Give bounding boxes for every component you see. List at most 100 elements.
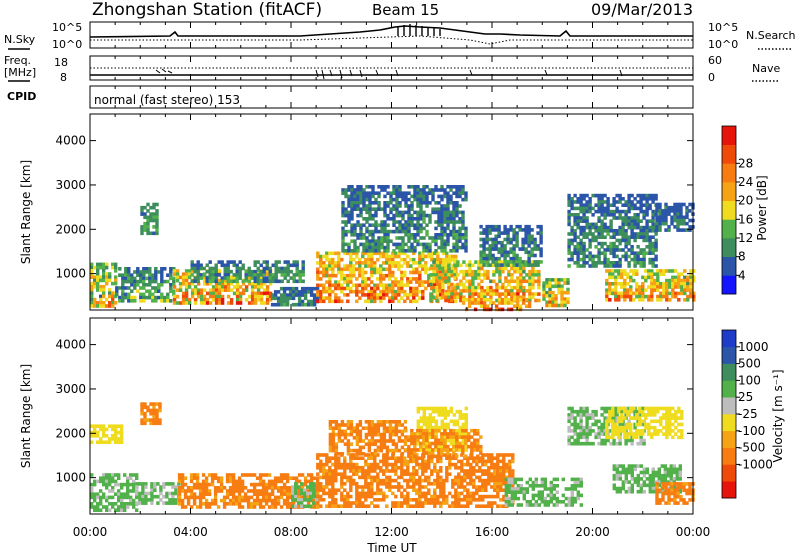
power-data-cell (477, 273, 481, 277)
power-data-cell (352, 264, 356, 268)
power-data-cell (350, 223, 354, 227)
velocity-data-cell (316, 491, 320, 496)
power-data-cell (494, 224, 498, 229)
power-data-cell (380, 185, 384, 189)
power-data-cell (370, 286, 374, 291)
power-data-cell (268, 291, 273, 296)
power-data-cell (623, 269, 627, 273)
velocity-data-cell (469, 469, 473, 473)
velocity-data-cell (123, 473, 127, 477)
velocity-data-cell (370, 494, 374, 499)
velocity-data-cell (346, 420, 351, 424)
power-data-cell (169, 289, 173, 293)
power-data-cell (464, 229, 468, 234)
velocity-data-cell (105, 440, 109, 444)
power-data-cell (349, 264, 353, 268)
power-data-cell (220, 263, 224, 268)
power-data-cell (429, 298, 433, 303)
power-data-cell (673, 225, 677, 229)
power-data-cell (353, 223, 357, 227)
velocity-data-cell (436, 472, 440, 476)
power-data-cell (632, 269, 636, 273)
power-data-cell (412, 257, 416, 262)
power-data-cell (658, 215, 662, 220)
power-data-cell (136, 267, 140, 271)
velocity-data-cell (439, 466, 443, 470)
power-data-cell (301, 273, 305, 277)
velocity-data-cell (412, 475, 416, 480)
velocity-data-cell (334, 469, 338, 473)
power-data-cell (461, 242, 465, 247)
power-data-cell (298, 276, 302, 280)
velocity-data-cell (469, 482, 473, 486)
power-data-cell (531, 285, 535, 290)
velocity-data-cell (361, 426, 366, 430)
power-data-cell (639, 206, 643, 211)
power-data-cell (374, 229, 378, 234)
power-data-cell (99, 301, 103, 305)
power-data-cell (585, 232, 589, 236)
power-data-cell (477, 282, 481, 287)
power-data-cell (193, 301, 198, 305)
power-data-cell (510, 289, 514, 293)
velocity-data-cell (397, 420, 402, 424)
power-data-cell (415, 299, 419, 304)
power-data-cell (383, 188, 387, 192)
velocity-data-cell (117, 498, 121, 503)
velocity-data-cell (382, 482, 386, 486)
power-data-cell (196, 291, 201, 296)
velocity-data-cell (385, 448, 390, 453)
power-data-cell (668, 285, 672, 289)
velocity-data-cell (325, 459, 329, 464)
power-data-cell (190, 260, 194, 264)
velocity-data-cell (111, 473, 115, 477)
power-data-cell (148, 273, 152, 277)
power-data-cell (434, 233, 438, 237)
power-data-cell (456, 263, 460, 268)
velocity-data-cell (132, 498, 136, 503)
power-data-cell (688, 225, 692, 229)
power-data-cell (516, 279, 520, 284)
power-data-cell (404, 242, 408, 247)
power-data-cell (591, 235, 595, 239)
power-data-cell (573, 235, 577, 239)
power-data-cell (627, 206, 631, 211)
power-data-cell (503, 301, 508, 305)
power-data-cell (404, 233, 408, 237)
power-data-cell (388, 296, 392, 300)
power-data-cell (294, 293, 299, 297)
power-data-cell (416, 194, 420, 199)
velocity-data-cell (424, 501, 428, 505)
power-data-cell (285, 293, 290, 297)
power-data-cell (614, 298, 618, 302)
velocity-data-cell (382, 429, 387, 434)
power-data-cell (507, 269, 511, 274)
power-data-cell (146, 225, 150, 229)
power-data-cell (655, 228, 659, 232)
power-data-cell (522, 276, 526, 280)
power-data-cell (621, 238, 625, 243)
velocity-data-cell (309, 491, 313, 496)
power-data-cell (527, 301, 532, 305)
power-data-cell (515, 298, 520, 302)
power-data-cell (452, 210, 456, 215)
power-data-cell (146, 209, 150, 213)
power-data-cell (244, 276, 248, 280)
power-data-cell (412, 277, 416, 281)
power-data-cell (208, 276, 212, 280)
velocity-data-cell (427, 466, 431, 470)
power-data-cell (392, 204, 396, 208)
power-data-cell (519, 273, 523, 277)
velocity-data-cell (364, 469, 368, 473)
power-data-cell (462, 260, 466, 264)
power-data-cell (265, 272, 270, 276)
power-data-cell (651, 241, 655, 246)
power-data-cell (618, 200, 622, 204)
power-data-cell (671, 282, 675, 286)
power-data-cell (447, 289, 451, 293)
power-data-cell (400, 273, 404, 278)
power-data-cell (361, 273, 365, 278)
power-data-cell (468, 295, 472, 300)
power-data-cell (253, 294, 258, 299)
power-data-cell (364, 251, 368, 256)
